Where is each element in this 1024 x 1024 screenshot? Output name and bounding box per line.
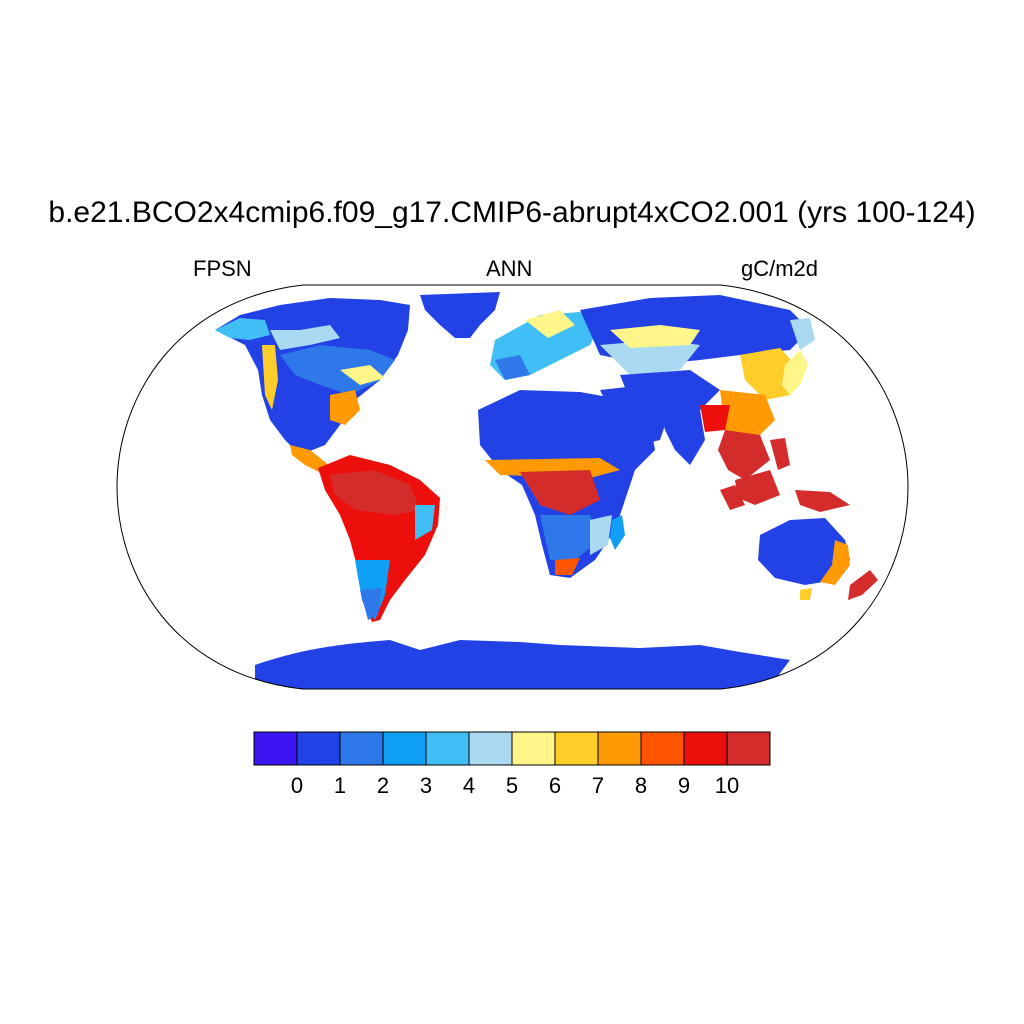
borneo-region	[735, 470, 780, 505]
central-asia-region	[620, 370, 720, 410]
colorbar-tick-label: 1	[334, 773, 346, 798]
great-lakes-band	[340, 365, 385, 385]
colorbar-tick-label: 2	[377, 773, 389, 798]
colorbar-swatch	[339, 731, 384, 766]
colorbar-tick-label: 9	[678, 773, 690, 798]
philippines-region	[770, 438, 790, 470]
east-asia-orange	[720, 390, 775, 440]
western-europe-band	[495, 355, 530, 380]
map-outline	[116, 284, 909, 690]
colorbar-tick-label: 6	[549, 773, 561, 798]
tasmania-region	[800, 588, 812, 600]
kamchatka-region	[790, 318, 815, 350]
season-label: ANN	[486, 256, 533, 281]
colorbar-tick-label: 7	[592, 773, 604, 798]
colorbar-tick-label: 10	[715, 773, 739, 798]
sumatra-region	[720, 485, 745, 510]
colorbar-swatch	[425, 731, 470, 766]
patagonia-band	[360, 588, 382, 620]
asia-steppe-band	[600, 340, 700, 375]
colorbar-swatch	[511, 731, 556, 766]
colorbar-swatch	[554, 731, 599, 766]
asia-band-yellow	[610, 325, 700, 348]
colorbar-swatch	[253, 731, 298, 766]
brazil-east-band	[415, 505, 435, 540]
variable-label: FPSN	[193, 256, 252, 281]
madagascar-region	[610, 515, 625, 550]
southeast-asia-region	[718, 430, 770, 480]
west-coast-band	[262, 345, 278, 410]
colorbar-tick-label: 5	[506, 773, 518, 798]
himalaya-band	[700, 405, 730, 432]
colorbar-swatch	[640, 731, 685, 766]
units-label: gC/m2d	[741, 256, 819, 281]
southern-africa-band	[540, 515, 600, 560]
antarctica-region	[255, 640, 790, 689]
amazon-region	[330, 470, 420, 515]
colorbar-swatch	[683, 731, 728, 766]
south-africa-tip	[555, 558, 580, 575]
japan-region	[782, 350, 808, 395]
colorbar-swatch	[296, 731, 341, 766]
australia-region	[758, 518, 850, 585]
colorbar-swatch	[726, 731, 771, 766]
alaska-band	[215, 318, 270, 340]
india-region	[660, 410, 705, 465]
plot-title: b.e21.BCO2x4cmip6.f09_g17.CMIP6-abrupt4x…	[48, 196, 976, 229]
colorbar-tick-label: 3	[420, 773, 432, 798]
canada-band	[270, 325, 340, 350]
new-zealand-region	[848, 570, 878, 600]
colorbar-tick-label: 0	[291, 773, 303, 798]
new-guinea-region	[795, 490, 850, 512]
mozambique-band	[590, 515, 612, 555]
southeast-us-region	[330, 390, 360, 425]
colorbar-swatch	[597, 731, 642, 766]
australia-east-coast	[820, 540, 850, 585]
colorbar-swatch	[468, 731, 513, 766]
colorbar-swatch	[382, 731, 427, 766]
scandinavia-band	[525, 310, 575, 338]
colorbar-tick-label: 8	[635, 773, 647, 798]
greenland-region	[420, 292, 500, 338]
colorbar-tick-label: 4	[463, 773, 475, 798]
central-africa-region	[520, 470, 600, 515]
